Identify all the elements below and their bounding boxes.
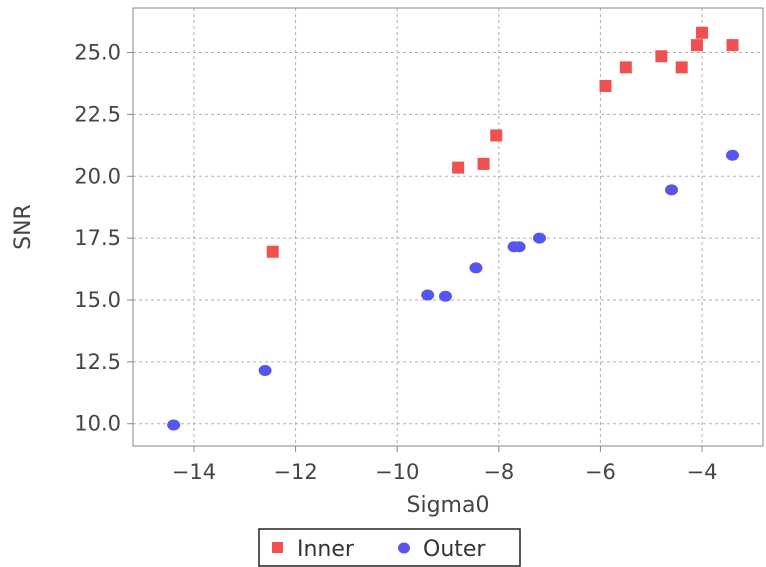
y-tick-label: 25.0 [74,41,121,65]
legend-outer-swatch [398,542,410,554]
inner-point [675,61,688,74]
inner-point [690,39,703,52]
x-tick-label: −4 [687,460,718,484]
inner-point [655,50,668,63]
legend: Inner Outer [258,528,521,567]
legend-outer-label: Outer [423,537,486,562]
data-points [167,26,740,431]
x-tick-label: −8 [483,460,514,484]
x-axis: −14 −12 −10 −8 −6 −4 [172,446,718,484]
x-tick-label: −12 [273,460,317,484]
x-tick-label: −14 [172,460,216,484]
outer-point [726,149,740,161]
inner-point [599,79,612,92]
outer-point [421,289,435,301]
plot-frame [132,7,764,447]
y-tick-label: 10.0 [74,412,121,436]
legend-inner-label: Inner [297,537,355,562]
inner-point [266,245,279,258]
inner-point [452,161,465,174]
legend-box [258,528,521,567]
outer-point [167,419,181,431]
outer-point [512,241,526,253]
inner-point [477,157,490,170]
x-tick-label: −10 [375,460,419,484]
plot-background [133,8,763,446]
y-axis: 10.0 12.5 15.0 17.5 20.0 22.5 25.0 [74,41,133,436]
x-axis-title: Sigma0 [407,493,490,518]
y-tick-label: 20.0 [74,164,121,188]
inner-point [726,39,739,52]
outer-point [532,232,546,244]
inner-point [490,129,503,142]
outer-point [469,262,483,274]
outer-point [665,184,679,196]
x-tick-label: −6 [585,460,616,484]
outer-point [438,290,452,302]
y-tick-label: 12.5 [74,350,121,374]
y-tick-label: 17.5 [74,226,121,250]
y-axis-title: SNR [11,204,36,250]
y-tick-label: 22.5 [74,102,121,126]
inner-point [696,26,709,39]
y-tick-label: 15.0 [74,288,121,312]
legend-inner-swatch [272,542,283,553]
outer-point [258,365,272,377]
inner-point [619,61,632,74]
